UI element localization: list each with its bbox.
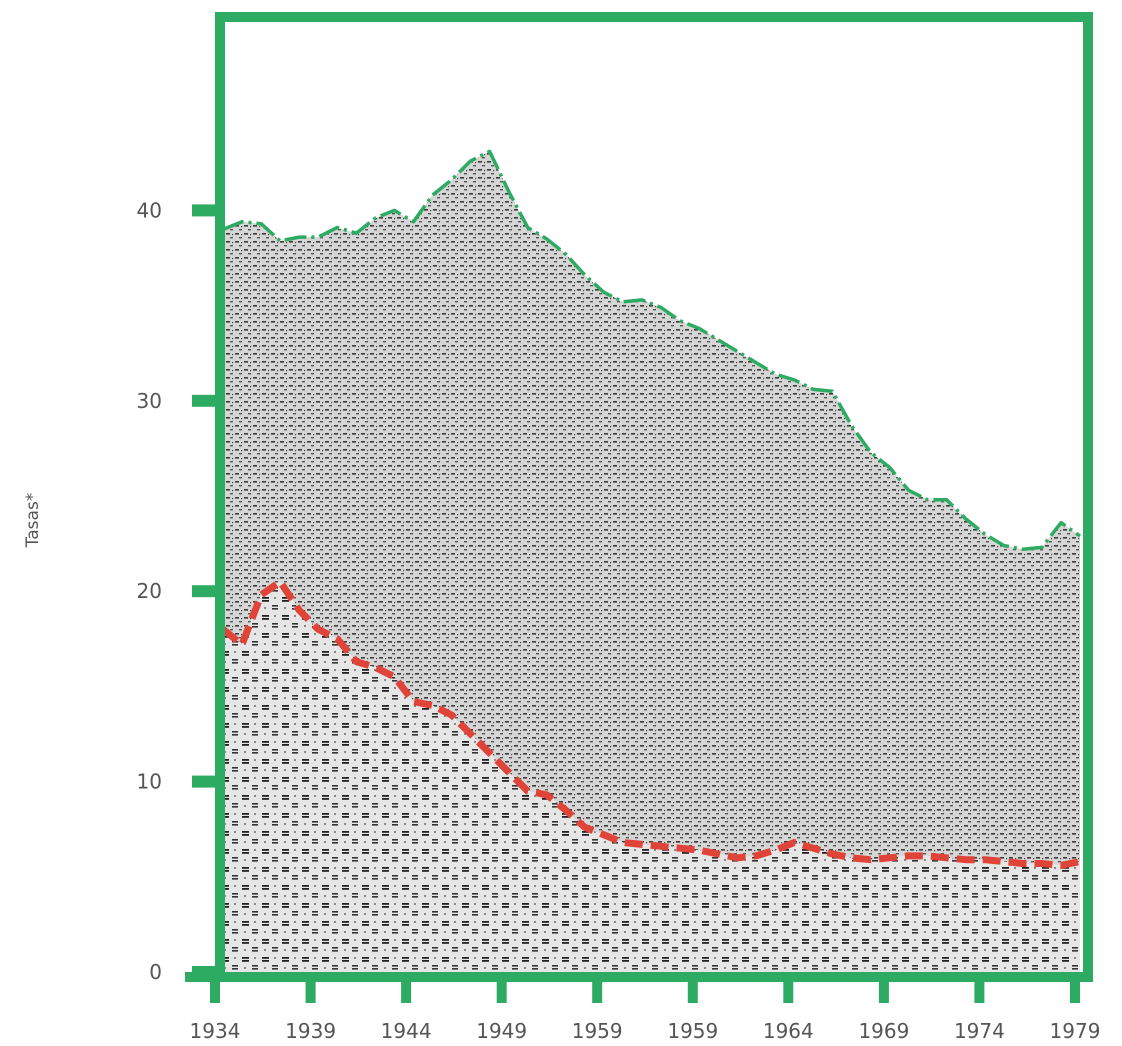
upper-series-line: [222, 149, 1082, 552]
x-tick-label: 1959: [572, 1019, 623, 1043]
y-tick: [192, 204, 222, 217]
areas: [223, 151, 1080, 972]
plot-frame: [185, 12, 1093, 982]
x-tick: [687, 977, 698, 1003]
y-tick-label: 40: [137, 198, 162, 222]
y-tick-label: 10: [137, 770, 162, 794]
x-tick-label: 1949: [476, 1019, 527, 1043]
x-tick: [974, 977, 985, 1003]
x-tick: [1070, 977, 1080, 1003]
series-lines: [220, 149, 1082, 869]
lower-series-line: [220, 578, 1081, 869]
x-tick: [496, 977, 507, 1003]
y-axis-title: Tasas*: [23, 493, 43, 549]
x-tick: [305, 977, 316, 1003]
x-tick-label: 1964: [763, 1019, 814, 1043]
x-tick-label: 1944: [381, 1019, 432, 1043]
y-tick: [192, 966, 222, 978]
lower-area: [223, 581, 1080, 972]
y-axis-ticks: [192, 204, 222, 978]
x-tick-label: 1939: [285, 1019, 336, 1043]
x-tick-label: 1974: [954, 1019, 1005, 1043]
y-tick: [192, 585, 222, 598]
y-tick: [192, 394, 222, 407]
x-tick: [592, 977, 603, 1003]
x-tick: [401, 977, 412, 1003]
x-axis-tick-labels: 1934 1939 1944 1949 1959 1959 1964 1969 1974 1979: [190, 1019, 1101, 1043]
x-tick: [783, 977, 794, 1003]
y-tick-label: 0: [149, 960, 162, 984]
x-axis-ticks: [210, 977, 1080, 1003]
y-tick-label: 30: [137, 389, 162, 413]
x-tick: [878, 977, 889, 1003]
y-tick-label: 20: [137, 579, 162, 603]
x-tick-label: 1959: [667, 1019, 718, 1043]
x-tick-label: 1969: [858, 1019, 909, 1043]
y-axis-tick-labels: 0 10 20 30 40: [137, 198, 162, 984]
x-tick-label: 1934: [190, 1019, 241, 1043]
upper-area: [223, 151, 1080, 866]
y-tick: [192, 775, 222, 788]
x-tick: [210, 977, 220, 1003]
x-tick-label: 1979: [1050, 1019, 1101, 1043]
